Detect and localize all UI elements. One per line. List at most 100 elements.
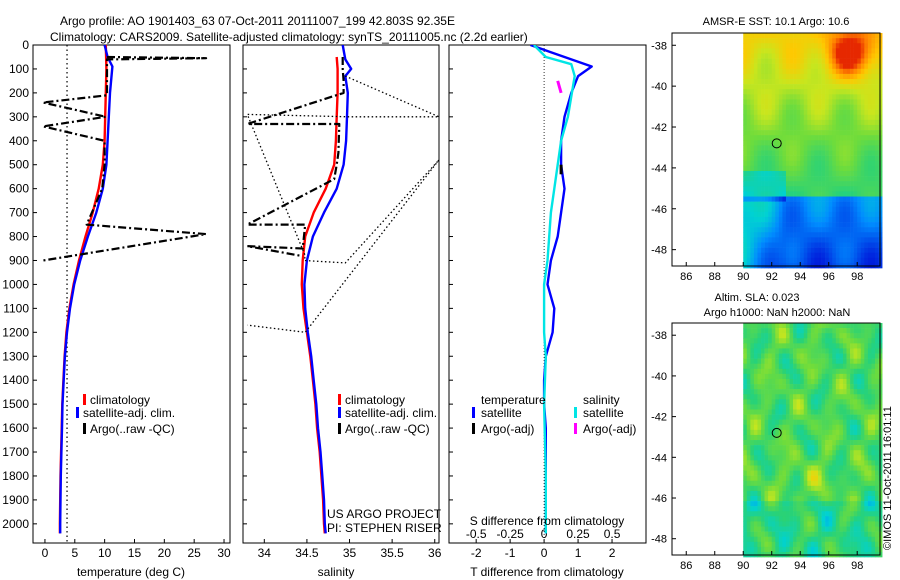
map-cell [789, 73, 794, 80]
map-cell [842, 252, 847, 259]
map-cell [768, 511, 773, 517]
map-cell [842, 201, 847, 208]
map-cell [803, 363, 808, 370]
map-cell [796, 53, 801, 59]
map-cell [771, 155, 776, 162]
map-cell [835, 89, 840, 95]
map-cell [785, 68, 790, 75]
y-tick-label: 200 [9, 86, 29, 100]
map-cell [857, 145, 862, 151]
map-cell [793, 353, 797, 359]
map-cell [871, 58, 876, 64]
map-cell [757, 434, 762, 441]
map-cell [857, 414, 862, 420]
map-cell [846, 429, 851, 436]
map-cell [846, 155, 851, 162]
map-cell [825, 227, 830, 233]
map-cell [818, 480, 822, 487]
map-cell [875, 445, 879, 451]
map-cell [746, 99, 751, 105]
map-cell [846, 222, 851, 228]
map-cell [842, 48, 847, 54]
map-cell [771, 424, 776, 431]
map-cell [828, 48, 833, 54]
map-cell [864, 73, 869, 80]
map-cell [878, 440, 883, 446]
map-cell [782, 328, 787, 334]
map-y-tick-label: -44 [651, 452, 667, 464]
map-cell [825, 33, 830, 39]
map-cell [821, 73, 826, 80]
map-cell [768, 440, 773, 446]
map-cell [789, 58, 794, 64]
map-cell [857, 33, 862, 39]
map-cell [828, 460, 833, 466]
map-cell [846, 526, 851, 532]
map-cell [878, 378, 883, 385]
map-cell [842, 521, 847, 527]
map-cell [782, 135, 787, 141]
map-cell [864, 490, 869, 497]
map-cell [768, 343, 773, 349]
map-cell [842, 227, 847, 233]
map-cell [782, 104, 787, 110]
s-tick-label: -0.25 [496, 527, 524, 541]
series-line [246, 75, 439, 333]
map-cell [789, 348, 794, 354]
map-cell [753, 38, 758, 44]
map-cell [821, 465, 826, 471]
map-cell [821, 43, 826, 49]
map-cell [757, 119, 762, 126]
map-cell [768, 323, 773, 329]
map-cell [793, 516, 797, 522]
map-cell [771, 450, 776, 456]
map-cell [828, 160, 833, 167]
map-cell [803, 434, 808, 441]
map-cell [860, 384, 865, 390]
map-cell [875, 227, 879, 233]
map-cell [810, 94, 815, 100]
map-cell [743, 358, 748, 364]
map-cell [835, 53, 840, 59]
map-cell [793, 155, 797, 162]
map-cell [764, 104, 769, 110]
map-cell [771, 373, 776, 380]
map-cell [761, 399, 765, 405]
map-cell [778, 165, 783, 172]
map-cell [821, 222, 826, 228]
map-cell [832, 94, 837, 100]
map-cell [825, 201, 830, 208]
map-cell [746, 170, 751, 177]
map-cell [839, 434, 844, 441]
map-cell [860, 247, 865, 254]
map-cell [878, 140, 883, 146]
map-cell [857, 424, 862, 431]
map-cell [832, 160, 837, 167]
map-cell [821, 114, 826, 121]
map-cell [857, 104, 862, 110]
map-cell [778, 414, 783, 420]
map-cell [800, 440, 805, 446]
map-cell [850, 373, 854, 380]
map-cell [875, 363, 879, 370]
map-cell [800, 216, 805, 223]
map-cell [785, 490, 790, 497]
map-cell [835, 196, 840, 202]
map-cell [778, 196, 783, 202]
map-cell [743, 252, 748, 259]
map-cell [860, 521, 865, 527]
map-cell [800, 338, 805, 344]
map-cell [785, 445, 790, 451]
map-cell [793, 546, 797, 553]
map-cell [832, 414, 837, 420]
map-cell [860, 531, 865, 537]
map-cell [864, 43, 869, 49]
map-cell [803, 480, 808, 487]
map-cell [793, 124, 797, 131]
map-cell [842, 43, 847, 49]
salinity-y-ticks [243, 44, 247, 525]
map-cell [743, 94, 748, 100]
map-cell [842, 378, 847, 385]
map-cell [810, 470, 815, 476]
map-cell [800, 526, 805, 532]
